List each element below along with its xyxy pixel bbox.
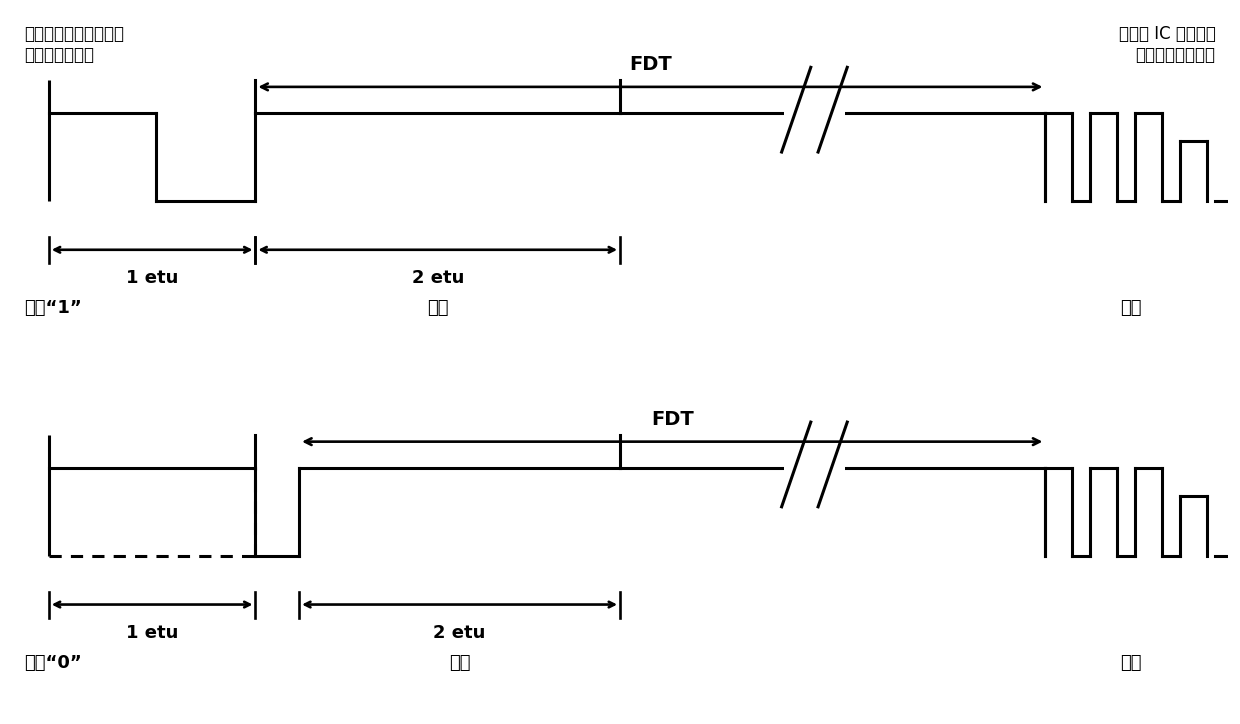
Text: 非接触 IC 卡接收的
数据帧的开始数据: 非接触 IC 卡接收的 数据帧的开始数据	[1118, 25, 1215, 64]
Text: 帧头: 帧头	[1120, 654, 1141, 672]
Text: 2 etu: 2 etu	[434, 624, 486, 642]
Bar	[784, 419, 844, 517]
Text: 读卡器端传输的数据帧
的最后一位数据: 读卡器端传输的数据帧 的最后一位数据	[25, 25, 124, 64]
Text: 1 etu: 1 etu	[126, 624, 179, 642]
Bar	[784, 64, 844, 162]
Text: 帧尾: 帧尾	[449, 654, 470, 672]
Text: 2 etu: 2 etu	[412, 269, 464, 287]
Text: FDT: FDT	[651, 410, 693, 429]
Text: 1 etu: 1 etu	[126, 269, 179, 287]
Text: 帧尾: 帧尾	[427, 300, 449, 317]
Text: 逻辑“0”: 逻辑“0”	[25, 654, 82, 672]
Text: FDT: FDT	[629, 55, 672, 74]
Text: 帧头: 帧头	[1120, 300, 1141, 317]
Text: 逻辑“1”: 逻辑“1”	[25, 300, 82, 317]
